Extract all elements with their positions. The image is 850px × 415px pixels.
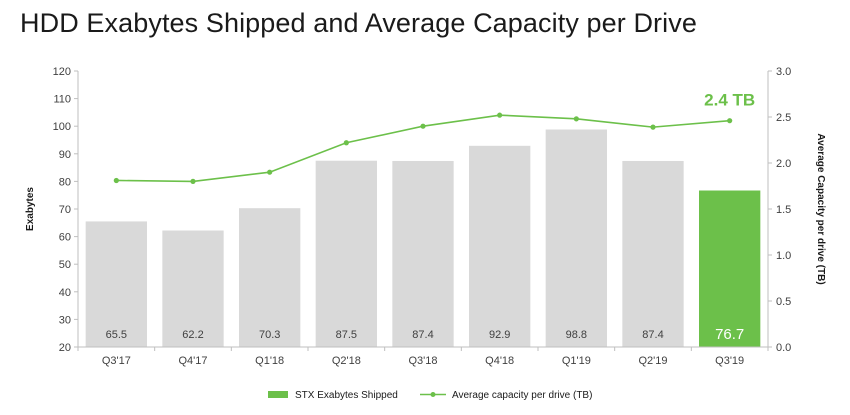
bar-value-label: 76.7 xyxy=(715,326,744,343)
x-tick-label: Q1'18 xyxy=(255,355,284,367)
chart-title: HDD Exabytes Shipped and Average Capacit… xyxy=(20,8,697,38)
legend-bar-label: STX Exabytes Shipped xyxy=(295,390,398,401)
bars-group: 65.5 62.2 70.3 87.5 87.4 92.9 98.8 87.4 76.7 xyxy=(85,129,761,347)
bar-value-label: 87.4 xyxy=(642,329,663,341)
bar-Q2'18 xyxy=(315,160,377,347)
y-tick-label: 50 xyxy=(59,259,71,271)
capacity-point xyxy=(727,118,733,124)
capacity-point xyxy=(190,178,196,184)
bar-Q4'17 xyxy=(162,230,224,347)
y2-tick-label: 3.0 xyxy=(776,66,791,78)
y-tick-label: 80 xyxy=(59,176,71,188)
bar-Q1'19 xyxy=(545,129,607,347)
y2-tick-label: 0.5 xyxy=(776,296,791,308)
x-tick-label: Q1'19 xyxy=(562,355,591,367)
y-tick-label: 70 xyxy=(59,204,71,216)
bar-Q3'19 xyxy=(699,190,761,347)
legend-line-marker xyxy=(430,392,436,397)
y-tick-label: 120 xyxy=(53,66,71,78)
y-tick-label: 100 xyxy=(53,121,71,133)
bar-Q3'18 xyxy=(392,160,454,347)
legend: STX Exabytes Shipped Average capacity pe… xyxy=(268,390,592,401)
bar-Q2'19 xyxy=(622,160,684,347)
y-tick-label: 30 xyxy=(59,314,71,326)
y-tick-label: 60 xyxy=(59,232,71,244)
capacity-point xyxy=(420,123,426,129)
capacity-point xyxy=(497,112,503,118)
y-tick-label: 20 xyxy=(59,342,71,354)
bar-value-label: 62.2 xyxy=(182,329,203,341)
bar-Q4'18 xyxy=(469,145,531,347)
y-tick-label: 110 xyxy=(53,94,71,106)
capacity-point xyxy=(267,169,273,175)
y-tick-label: 90 xyxy=(59,149,71,161)
bar-Q1'18 xyxy=(239,208,301,347)
x-tick-label: Q2'19 xyxy=(638,355,667,367)
bar-value-label: 98.8 xyxy=(566,329,587,341)
axes-group: 20 30 40 50 60 70 80 90 100 110 120 0.0 0.5 1.0 1.5 2.0… xyxy=(53,66,792,367)
y2-tick-label: 0.0 xyxy=(776,342,791,354)
y2-tick-label: 2.5 xyxy=(776,112,791,124)
bar-value-label: 70.3 xyxy=(259,329,280,341)
capacity-point xyxy=(113,177,119,184)
y2-tick-label: 2.0 xyxy=(776,158,791,170)
bar-value-label: 65.5 xyxy=(106,329,127,341)
x-tick-label: Q4'18 xyxy=(485,355,514,367)
capacity-point xyxy=(650,124,656,130)
bar-value-label: 87.4 xyxy=(412,329,433,341)
y2-tick-label: 1.5 xyxy=(776,204,791,216)
x-tick-label: Q3'18 xyxy=(408,355,437,367)
legend-bar-swatch xyxy=(268,391,288,398)
x-tick-label: Q4'17 xyxy=(178,355,207,367)
y-axis-label: Exabytes xyxy=(25,187,36,231)
y2-axis-label: Average Capacity per drive (TB) xyxy=(815,133,826,284)
x-tick-label: Q2'18 xyxy=(332,355,361,367)
capacity-point xyxy=(573,116,579,122)
capacity-point xyxy=(343,140,349,146)
bar-Q3'17 xyxy=(85,221,147,347)
bar-value-label: 87.5 xyxy=(336,329,357,341)
capacity-annotation: 2.4 TB xyxy=(704,91,755,110)
x-tick-label: Q3'17 xyxy=(102,355,131,367)
x-tick-label: Q3'19 xyxy=(715,355,744,367)
y-tick-label: 40 xyxy=(59,287,71,299)
bar-value-label: 92.9 xyxy=(489,329,510,341)
line-series-group xyxy=(113,112,733,184)
legend-line-label: Average capacity per drive (TB) xyxy=(452,390,592,401)
y2-tick-label: 1.0 xyxy=(776,250,791,262)
